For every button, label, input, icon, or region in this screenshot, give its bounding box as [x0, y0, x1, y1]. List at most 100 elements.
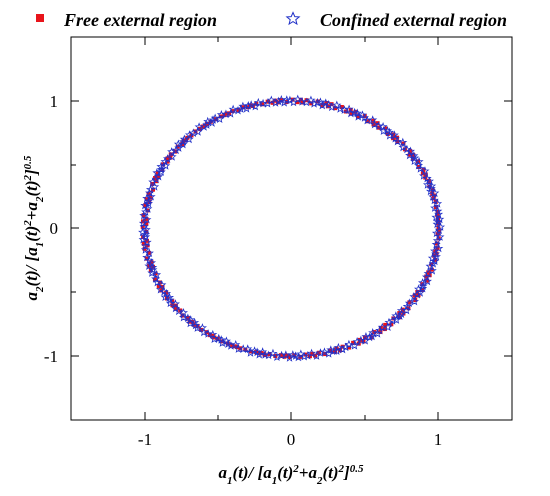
data-point-confined: [143, 204, 153, 213]
data-point-confined: [285, 95, 295, 105]
data-point-confined: [142, 214, 152, 224]
data-point-confined: [143, 198, 153, 208]
data-point-confined: [350, 107, 360, 117]
data-point-free: [287, 355, 292, 359]
data-point-confined: [385, 130, 395, 140]
data-point-free: [173, 149, 178, 154]
data-point-confined: [319, 347, 329, 356]
data-point-confined: [165, 298, 175, 308]
data-point-confined: [156, 167, 166, 176]
data-point-free: [436, 236, 441, 241]
data-point-confined: [383, 322, 393, 332]
data-point-confined: [428, 192, 438, 201]
data-point-free: [346, 345, 351, 350]
data-point-free: [298, 354, 303, 359]
data-point-free: [313, 353, 318, 358]
y-tick-label: 0: [50, 219, 59, 238]
data-point-confined: [409, 291, 419, 301]
data-point-confined: [409, 296, 420, 306]
data-point-confined: [405, 146, 416, 156]
data-point-free: [141, 241, 146, 246]
data-point-confined: [370, 119, 380, 129]
data-point-confined: [395, 311, 405, 320]
data-point-confined: [306, 95, 316, 105]
data-point-confined: [253, 97, 263, 107]
data-point-confined: [301, 97, 311, 107]
data-point-free: [324, 101, 329, 106]
data-point-free: [178, 308, 183, 313]
data-point-free: [389, 322, 394, 327]
data-point-free: [146, 191, 151, 196]
data-point-free: [265, 99, 270, 104]
data-point-confined: [162, 288, 172, 298]
data-point-free: [383, 322, 388, 327]
data-point-confined: [293, 352, 303, 362]
data-point-confined: [338, 344, 348, 354]
data-point-free: [165, 156, 170, 161]
data-point-free: [435, 246, 440, 251]
legend-label-free: Free external region: [63, 10, 217, 30]
data-point-confined: [228, 104, 238, 114]
data-point-confined: [422, 180, 432, 189]
data-point-free: [426, 270, 431, 275]
data-point-free: [144, 238, 149, 243]
data-point-free: [148, 195, 153, 200]
data-point-confined: [427, 266, 437, 275]
plot-area: [70, 36, 513, 421]
data-point-free: [243, 347, 248, 352]
data-point-free: [295, 100, 300, 105]
data-point-confined: [155, 284, 166, 294]
data-point-confined: [161, 161, 171, 170]
data-point-free: [301, 100, 305, 105]
data-point-free: [416, 159, 420, 164]
x-tick-labels: -1 0 1: [138, 430, 442, 449]
data-point-free: [378, 330, 383, 335]
data-point-free: [254, 101, 259, 106]
x-tick-label: 0: [287, 430, 296, 449]
data-point-confined: [388, 316, 398, 325]
data-point-free: [362, 114, 367, 119]
data-point-free: [200, 124, 205, 129]
data-point-confined: [303, 351, 313, 360]
data-point-free: [357, 337, 362, 342]
data-point-confined: [324, 349, 334, 358]
x-axis-title: a1(t)/ [a1(t)2+a2(t)2]0.5: [219, 463, 364, 487]
data-point-confined: [179, 312, 189, 322]
data-point-confined: [409, 151, 419, 160]
data-point-confined: [309, 99, 319, 108]
data-point-free: [420, 287, 425, 292]
data-point-confined: [144, 261, 154, 270]
data-point-confined: [197, 323, 207, 332]
data-point-confined: [156, 164, 166, 174]
data-point-confined: [332, 100, 342, 110]
y-ticks: [71, 100, 512, 357]
data-point-confined: [335, 104, 345, 113]
data-point-confined: [226, 109, 236, 118]
series-confined-external-region: [138, 94, 446, 362]
data-point-confined: [243, 344, 253, 353]
data-point-free: [149, 260, 154, 265]
data-point-free: [351, 340, 356, 345]
data-point-confined: [266, 95, 276, 105]
legend-marker-free: [36, 14, 44, 22]
data-point-confined: [144, 248, 154, 258]
data-point-free: [144, 217, 149, 222]
data-point-confined: [412, 289, 422, 299]
data-point-free: [372, 330, 377, 335]
data-point-confined: [157, 280, 167, 289]
data-point-free: [152, 277, 157, 282]
data-point-confined: [344, 104, 354, 114]
data-point-confined: [418, 283, 428, 293]
data-point-free: [382, 327, 387, 332]
data-point-confined: [203, 329, 213, 338]
data-point-confined: [268, 348, 278, 358]
data-point-confined: [167, 147, 177, 156]
data-point-confined: [428, 259, 438, 268]
data-point-confined: [199, 327, 209, 337]
data-point-confined: [164, 292, 175, 302]
data-point-confined: [231, 339, 241, 349]
data-point-confined: [193, 127, 203, 136]
data-point-free: [144, 221, 149, 226]
data-point-confined: [140, 200, 150, 210]
